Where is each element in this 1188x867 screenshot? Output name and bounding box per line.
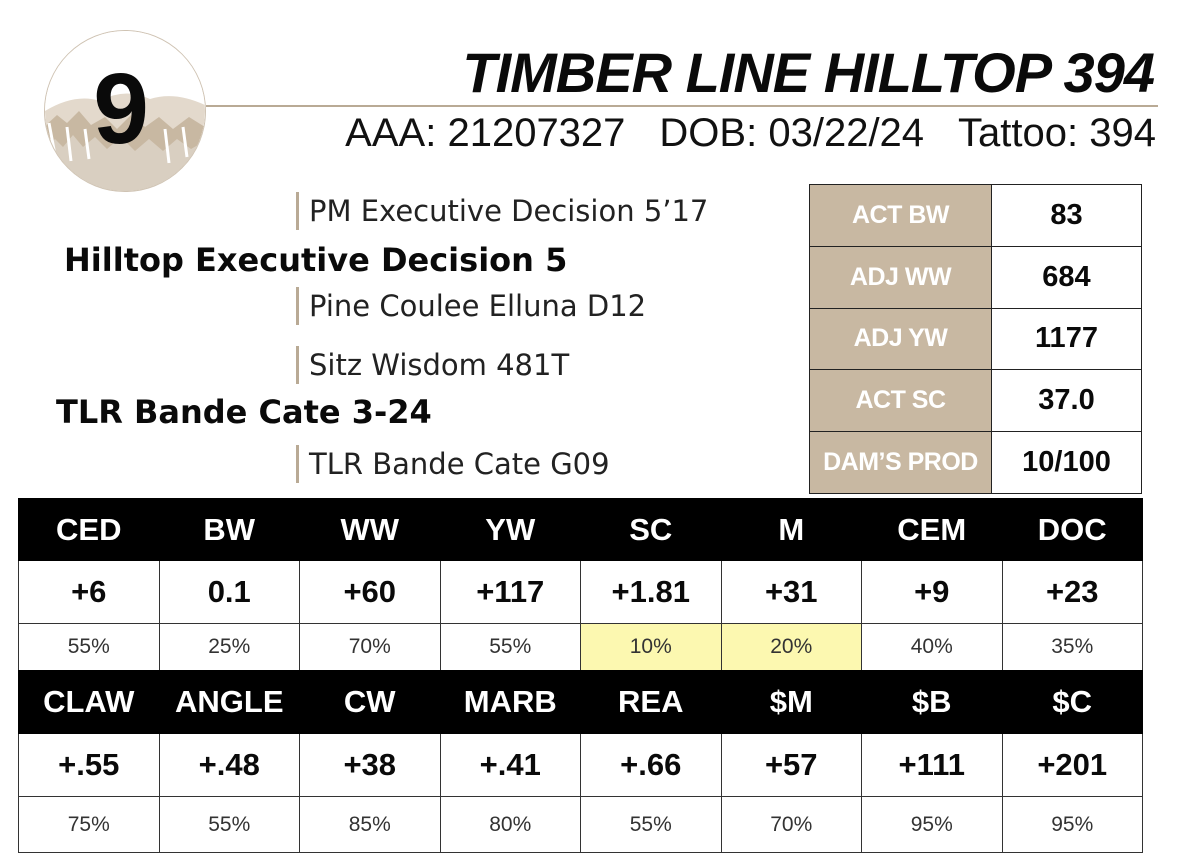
epd-trait-label: $C <box>1001 670 1143 734</box>
animal-name: TIMBER LINE HILLTOP 394 <box>462 41 1155 104</box>
epd-trait-value: +.55 <box>18 733 160 797</box>
epd-trait-accuracy: 80% <box>439 796 581 853</box>
measure-label: DAM’S PROD <box>809 431 992 494</box>
pedigree-sire: Hilltop Executive Decision 5 <box>64 241 568 279</box>
epd-trait-label: CED <box>18 498 160 561</box>
epd-trait-label: DOC <box>1001 498 1143 561</box>
title-divider <box>206 105 1158 107</box>
epd-trait-value: +6 <box>18 560 160 624</box>
epd-trait-accuracy: 95% <box>861 796 1003 853</box>
measure-label: ACT SC <box>809 369 992 433</box>
measurements-table: ACT BW 83 ADJ WW 684 ADJ YW 1177 ACT SC … <box>809 184 1142 494</box>
pedigree-sire-dam: Pine Coulee Elluna D12 <box>296 287 646 325</box>
epd-trait-accuracy: 20% <box>720 623 862 671</box>
measure-value: 1177 <box>991 307 1142 371</box>
epd-trait-value: +60 <box>299 560 441 624</box>
epd-trait-accuracy: 55% <box>439 623 581 671</box>
epd-trait-label: YW <box>439 498 581 561</box>
epd-trait-accuracy: 55% <box>18 623 160 671</box>
measure-row: ADJ WW 684 <box>809 245 1142 309</box>
measure-value: 10/100 <box>991 431 1142 494</box>
epd-trait-accuracy: 40% <box>861 623 1003 671</box>
epd-trait-value: +9 <box>861 560 1003 624</box>
epd-header-row: CLAW ANGLE CW MARB REA $M $B $C <box>18 670 1143 734</box>
epd-trait-accuracy: 55% <box>580 796 722 853</box>
epd-trait-accuracy: 70% <box>299 623 441 671</box>
epd-trait-accuracy: 10% <box>580 623 722 671</box>
epd-trait-value: +57 <box>720 733 862 797</box>
id-line: AAA: 21207327 DOB: 03/22/24 Tattoo: 394 <box>345 108 1156 158</box>
pedigree-dam: TLR Bande Cate 3-24 <box>56 393 432 431</box>
epd-trait-label: CEM <box>861 498 1003 561</box>
epd-accuracy-row: 75% 55% 85% 80% 55% 70% 95% 95% <box>18 796 1143 853</box>
measure-row: ACT SC 37.0 <box>809 369 1142 433</box>
epd-trait-label: WW <box>299 498 441 561</box>
epd-trait-label: REA <box>580 670 722 734</box>
measure-label: ADJ WW <box>809 245 992 309</box>
pedigree-sire-sire: PM Executive Decision 5’17 <box>296 192 708 230</box>
lot-number: 9 <box>93 53 149 165</box>
lot-badge: 9 <box>44 30 206 192</box>
epd-trait-value: +.41 <box>439 733 581 797</box>
epd-trait-label: $M <box>720 670 862 734</box>
epd-header-row: CED BW WW YW SC M CEM DOC <box>18 498 1143 561</box>
measure-row: DAM’S PROD 10/100 <box>809 431 1142 494</box>
epd-trait-label: CLAW <box>18 670 160 734</box>
epd-trait-accuracy: 95% <box>1001 796 1143 853</box>
measure-value: 37.0 <box>991 369 1142 433</box>
epd-trait-accuracy: 70% <box>720 796 862 853</box>
epd-trait-accuracy: 25% <box>158 623 300 671</box>
epd-trait-value: +38 <box>299 733 441 797</box>
epd-table-growth: CED BW WW YW SC M CEM DOC +6 0.1 +60 +117 +1.81 +31 +… <box>18 498 1143 671</box>
epd-trait-value: +117 <box>439 560 581 624</box>
measure-label: ACT BW <box>809 184 992 247</box>
epd-trait-accuracy: 85% <box>299 796 441 853</box>
tattoo: Tattoo: 394 <box>958 111 1156 155</box>
mountain-landscape-icon <box>45 31 205 191</box>
measure-row: ACT BW 83 <box>809 184 1142 247</box>
epd-table-carcass: CLAW ANGLE CW MARB REA $M $B $C +.55 +.48 +38 +.41… <box>18 670 1143 853</box>
epd-trait-accuracy: 35% <box>1001 623 1143 671</box>
epd-trait-value: 0.1 <box>158 560 300 624</box>
epd-trait-label: MARB <box>439 670 581 734</box>
pedigree-dam-sire: Sitz Wisdom 481T <box>296 346 569 384</box>
epd-trait-value: +.66 <box>580 733 722 797</box>
epd-trait-label: BW <box>158 498 300 561</box>
epd-trait-label: SC <box>580 498 722 561</box>
epd-trait-value: +23 <box>1001 560 1143 624</box>
epd-trait-value: +.48 <box>158 733 300 797</box>
epd-trait-accuracy: 75% <box>18 796 160 853</box>
epd-trait-value: +201 <box>1001 733 1143 797</box>
epd-trait-label: $B <box>861 670 1003 734</box>
epd-trait-value: +1.81 <box>580 560 722 624</box>
epd-trait-accuracy: 55% <box>158 796 300 853</box>
epd-trait-label: M <box>720 498 862 561</box>
measure-row: ADJ YW 1177 <box>809 307 1142 371</box>
epd-value-row: +6 0.1 +60 +117 +1.81 +31 +9 +23 <box>18 560 1143 624</box>
epd-accuracy-row: 55% 25% 70% 55% 10% 20% 40% 35% <box>18 623 1143 671</box>
epd-value-row: +.55 +.48 +38 +.41 +.66 +57 +111 +201 <box>18 733 1143 797</box>
epd-trait-label: CW <box>299 670 441 734</box>
registration-number: AAA: 21207327 <box>345 111 626 155</box>
epd-trait-value: +31 <box>720 560 862 624</box>
epd-trait-label: ANGLE <box>158 670 300 734</box>
measure-value: 83 <box>991 184 1142 247</box>
measure-label: ADJ YW <box>809 307 992 371</box>
epd-trait-value: +111 <box>861 733 1003 797</box>
measure-value: 684 <box>991 245 1142 309</box>
pedigree-dam-dam: TLR Bande Cate G09 <box>296 445 610 483</box>
date-of-birth: DOB: 03/22/24 <box>659 111 925 155</box>
